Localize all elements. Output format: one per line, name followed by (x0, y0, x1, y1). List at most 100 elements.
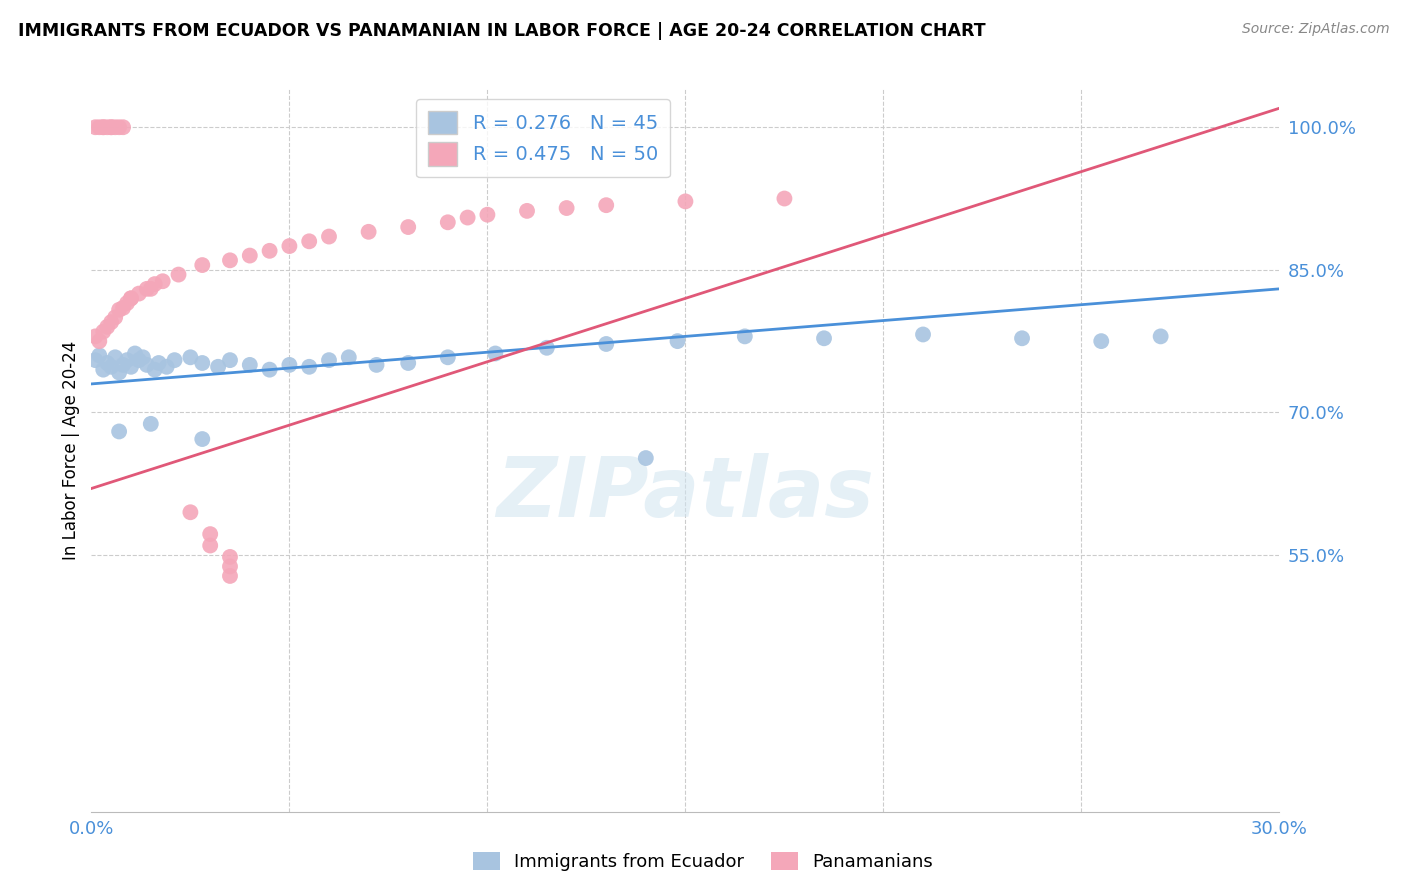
Point (555, 201, 578, 215)
Point (100, 359, 122, 374)
Point (104, 120, 127, 135)
Point (91, 120, 114, 135)
Point (91, 120, 114, 135)
Point (152, 274, 174, 288)
Point (143, 277, 166, 291)
Point (132, 351, 155, 365)
Point (100, 120, 122, 135)
Point (239, 358, 262, 372)
Point (156, 359, 179, 374)
Point (120, 291, 142, 305)
Point (139, 417, 162, 431)
Point (191, 356, 214, 370)
Point (115, 296, 138, 310)
Point (115, 353, 138, 368)
Point (298, 359, 321, 374)
Point (100, 315, 122, 329)
Legend: R = 0.276   N = 45, R = 0.475   N = 50: R = 0.276 N = 45, R = 0.475 N = 50 (416, 99, 669, 178)
Point (1090, 334, 1112, 348)
Point (179, 505, 201, 519)
Point (120, 291, 142, 305)
Point (259, 362, 281, 376)
Point (595, 337, 617, 351)
Point (84, 353, 107, 368)
Point (219, 549, 242, 564)
Point (128, 353, 150, 368)
Text: ZIPatlas: ZIPatlas (496, 453, 875, 534)
Point (200, 527, 222, 541)
Point (634, 451, 657, 466)
Point (536, 341, 558, 355)
Point (89, 120, 111, 135)
Point (135, 358, 157, 372)
Point (207, 359, 229, 374)
Point (219, 353, 242, 368)
Point (219, 569, 242, 583)
Point (773, 192, 796, 206)
Point (100, 120, 122, 135)
Point (357, 225, 380, 239)
Point (112, 120, 135, 135)
Point (96, 356, 118, 370)
Point (112, 301, 135, 315)
Point (477, 208, 499, 222)
Point (337, 351, 360, 365)
Point (128, 286, 150, 301)
Point (436, 351, 458, 365)
Point (191, 258, 214, 272)
Text: IMMIGRANTS FROM ECUADOR VS PANAMANIAN IN LABOR FORCE | AGE 20-24 CORRELATION CHA: IMMIGRANTS FROM ECUADOR VS PANAMANIAN IN… (18, 22, 986, 40)
Point (104, 351, 127, 365)
Y-axis label: In Labor Force | Age 20-24: In Labor Force | Age 20-24 (62, 341, 80, 560)
Point (436, 215, 458, 229)
Point (139, 282, 162, 296)
Point (108, 120, 131, 135)
Point (91, 325, 114, 339)
Point (148, 356, 170, 370)
Legend: Immigrants from Ecuador, Panamanians: Immigrants from Ecuador, Panamanians (465, 845, 941, 879)
Point (278, 358, 301, 372)
Point (89, 334, 111, 348)
Point (396, 356, 419, 370)
Point (1011, 331, 1033, 345)
Text: Source: ZipAtlas.com: Source: ZipAtlas.com (1241, 22, 1389, 37)
Point (1150, 329, 1173, 343)
Point (318, 353, 340, 368)
Point (84, 120, 107, 135)
Point (108, 302, 131, 317)
Point (298, 235, 321, 249)
Point (112, 358, 135, 372)
Point (259, 244, 281, 258)
Point (143, 362, 166, 376)
Point (813, 331, 835, 345)
Point (91, 362, 114, 376)
Point (163, 353, 186, 368)
Point (219, 253, 242, 268)
Point (104, 310, 127, 325)
Point (167, 268, 190, 282)
Point (124, 346, 146, 360)
Point (219, 559, 242, 574)
Point (911, 327, 934, 342)
Point (666, 334, 689, 348)
Point (120, 359, 142, 374)
Point (396, 220, 419, 235)
Point (318, 229, 340, 244)
Point (278, 239, 301, 253)
Point (457, 211, 479, 225)
Point (484, 346, 506, 360)
Point (108, 425, 131, 439)
Point (673, 194, 696, 209)
Point (239, 249, 262, 263)
Point (516, 203, 538, 218)
Point (734, 329, 756, 343)
Point (96, 120, 118, 135)
Point (200, 539, 222, 553)
Point (89, 348, 111, 362)
Point (179, 351, 201, 365)
Point (135, 282, 157, 296)
Point (595, 198, 617, 212)
Point (191, 432, 214, 446)
Point (366, 358, 388, 372)
Point (108, 366, 131, 380)
Point (84, 329, 107, 343)
